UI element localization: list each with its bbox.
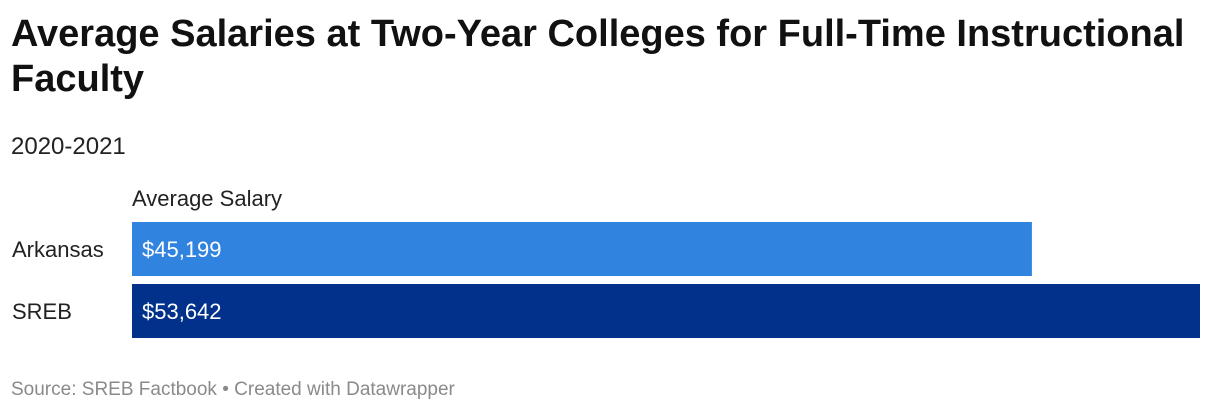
category-label: Arkansas xyxy=(12,237,104,262)
bar-value-label: $45,199 xyxy=(142,237,222,262)
footer-separator: • xyxy=(222,379,229,400)
chart-footer: Source: SREB Factbook • Created with Dat… xyxy=(11,377,455,403)
chart-subtitle: 2020-2021 xyxy=(11,133,126,160)
column-header: Average Salary xyxy=(132,186,282,211)
chart-title: Average Salaries at Two-Year Colleges fo… xyxy=(11,13,1185,100)
bar-value-label: $53,642 xyxy=(142,299,222,324)
category-label: SREB xyxy=(12,299,72,324)
source-label: Source: xyxy=(11,379,77,400)
bar xyxy=(132,222,1032,276)
bar xyxy=(132,284,1200,338)
credit-link[interactable]: Created with Datawrapper xyxy=(234,379,455,400)
source-link[interactable]: SREB Factbook xyxy=(81,379,217,400)
